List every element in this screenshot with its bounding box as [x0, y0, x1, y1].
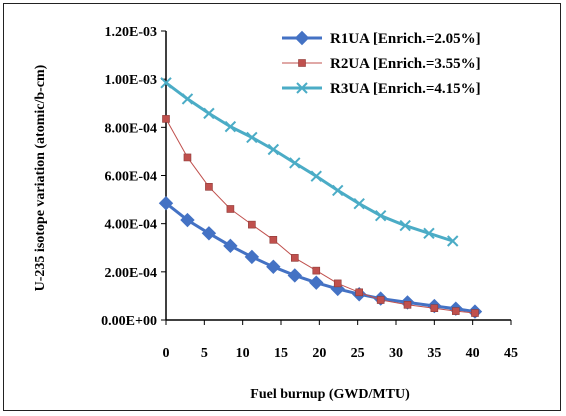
data-point: [423, 227, 435, 240]
x-tick-label: 15: [274, 346, 288, 361]
data-point: [353, 197, 365, 210]
legend-swatch-marker: [296, 82, 308, 94]
x-tick-label: 0: [163, 346, 170, 361]
data-point: [266, 259, 281, 274]
data-point: [447, 235, 459, 247]
x-tick-label: 40: [466, 346, 480, 361]
data-point: [203, 107, 215, 120]
data-point: [451, 307, 460, 315]
data-point: [183, 153, 192, 162]
series-3: [160, 77, 459, 247]
x-tick-label: 30: [389, 346, 403, 361]
data-point: [310, 170, 322, 182]
data-point: [158, 195, 174, 211]
data-point: [287, 268, 303, 283]
series-layer: [158, 77, 483, 319]
marker-stroke: [203, 107, 215, 120]
series-1: [158, 195, 483, 319]
y-axis-label: U-235 isotope variation (atomic/b-cm): [33, 64, 48, 291]
x-tick-label: 10: [236, 346, 250, 361]
marker-stroke: [353, 197, 365, 210]
legend-label: R1UA [Enrich.=2.05%]: [330, 31, 481, 47]
data-point: [160, 77, 172, 89]
marker-stroke: [423, 227, 435, 240]
y-tick-label: 8.00E-04: [105, 121, 158, 136]
data-point: [355, 288, 364, 297]
series-line: [165, 202, 476, 314]
data-point: [223, 238, 238, 254]
marker-stroke: [289, 157, 301, 169]
marker-stroke: [296, 82, 308, 94]
data-point: [269, 236, 278, 244]
y-axis-ticks: 0.00E+00 2.00E-04 4.00E-04 6.00E-04 8.00E-04…: [101, 25, 166, 329]
y-tick-label: 1.20E-03: [105, 25, 158, 40]
axes: [165, 31, 511, 321]
legend-label: R2UA [Enrich.=3.55%]: [330, 56, 481, 72]
series-line: [165, 81, 454, 243]
data-point: [399, 219, 411, 232]
marker-stroke: [160, 77, 172, 89]
legend-swatch-marker: [294, 30, 310, 46]
marker-stroke: [224, 120, 237, 133]
data-point: [312, 266, 321, 275]
x-axis-label: Fuel burnup (GWD/MTU): [250, 387, 410, 402]
data-point: [374, 210, 387, 222]
data-point: [201, 226, 217, 241]
data-point: [246, 131, 258, 144]
marker-stroke: [310, 170, 322, 182]
data-point: [333, 279, 342, 288]
legend: R1UA [Enrich.=2.05%] R2UA [Enrich.=3.55%]…: [282, 30, 481, 97]
data-point: [376, 296, 385, 304]
x-tick-label: 45: [504, 346, 518, 361]
marker-stroke: [399, 219, 411, 232]
data-point: [471, 309, 479, 317]
legend-item: R1UA [Enrich.=2.05%]: [282, 30, 481, 47]
marker-stroke: [374, 210, 387, 222]
data-point: [244, 249, 260, 265]
marker-stroke: [267, 143, 280, 156]
y-tick-label: 6.00E-04: [105, 170, 158, 185]
data-point: [181, 93, 194, 105]
data-point: [430, 304, 439, 312]
marker-stroke: [246, 131, 258, 144]
data-point: [332, 184, 344, 197]
marker-stroke: [181, 93, 194, 105]
marker-stroke: [447, 235, 459, 247]
series-2: [162, 115, 479, 317]
data-point: [290, 254, 299, 262]
data-point: [224, 120, 237, 133]
y-tick-label: 0.00E+00: [101, 314, 157, 329]
data-point: [267, 143, 280, 156]
legend-item: R3UA [Enrich.=4.15%]: [282, 81, 481, 97]
chart-frame: [3, 3, 561, 411]
x-tick-label: 35: [427, 346, 441, 361]
y-tick-label: 1.00E-03: [105, 73, 158, 88]
legend-label: R3UA [Enrich.=4.15%]: [330, 81, 481, 97]
x-axis-ticks: 0 5 10 15 20 25 30 35 40 45: [163, 320, 518, 361]
x-tick-label: 25: [351, 346, 365, 361]
data-point: [226, 205, 235, 213]
x-tick-label: 5: [201, 346, 208, 361]
data-point: [248, 220, 256, 229]
data-point: [180, 212, 195, 228]
data-point: [162, 115, 170, 123]
y-tick-label: 4.00E-04: [105, 218, 158, 233]
y-tick-label: 2.00E-04: [105, 266, 158, 281]
x-tick-label: 20: [312, 346, 326, 361]
data-point: [205, 183, 213, 191]
data-point: [403, 301, 412, 309]
data-point: [309, 275, 324, 290]
legend-swatch-marker: [298, 59, 306, 67]
legend-item: R2UA [Enrich.=3.55%]: [282, 56, 481, 72]
marker-stroke: [332, 184, 344, 197]
data-point: [289, 157, 301, 169]
